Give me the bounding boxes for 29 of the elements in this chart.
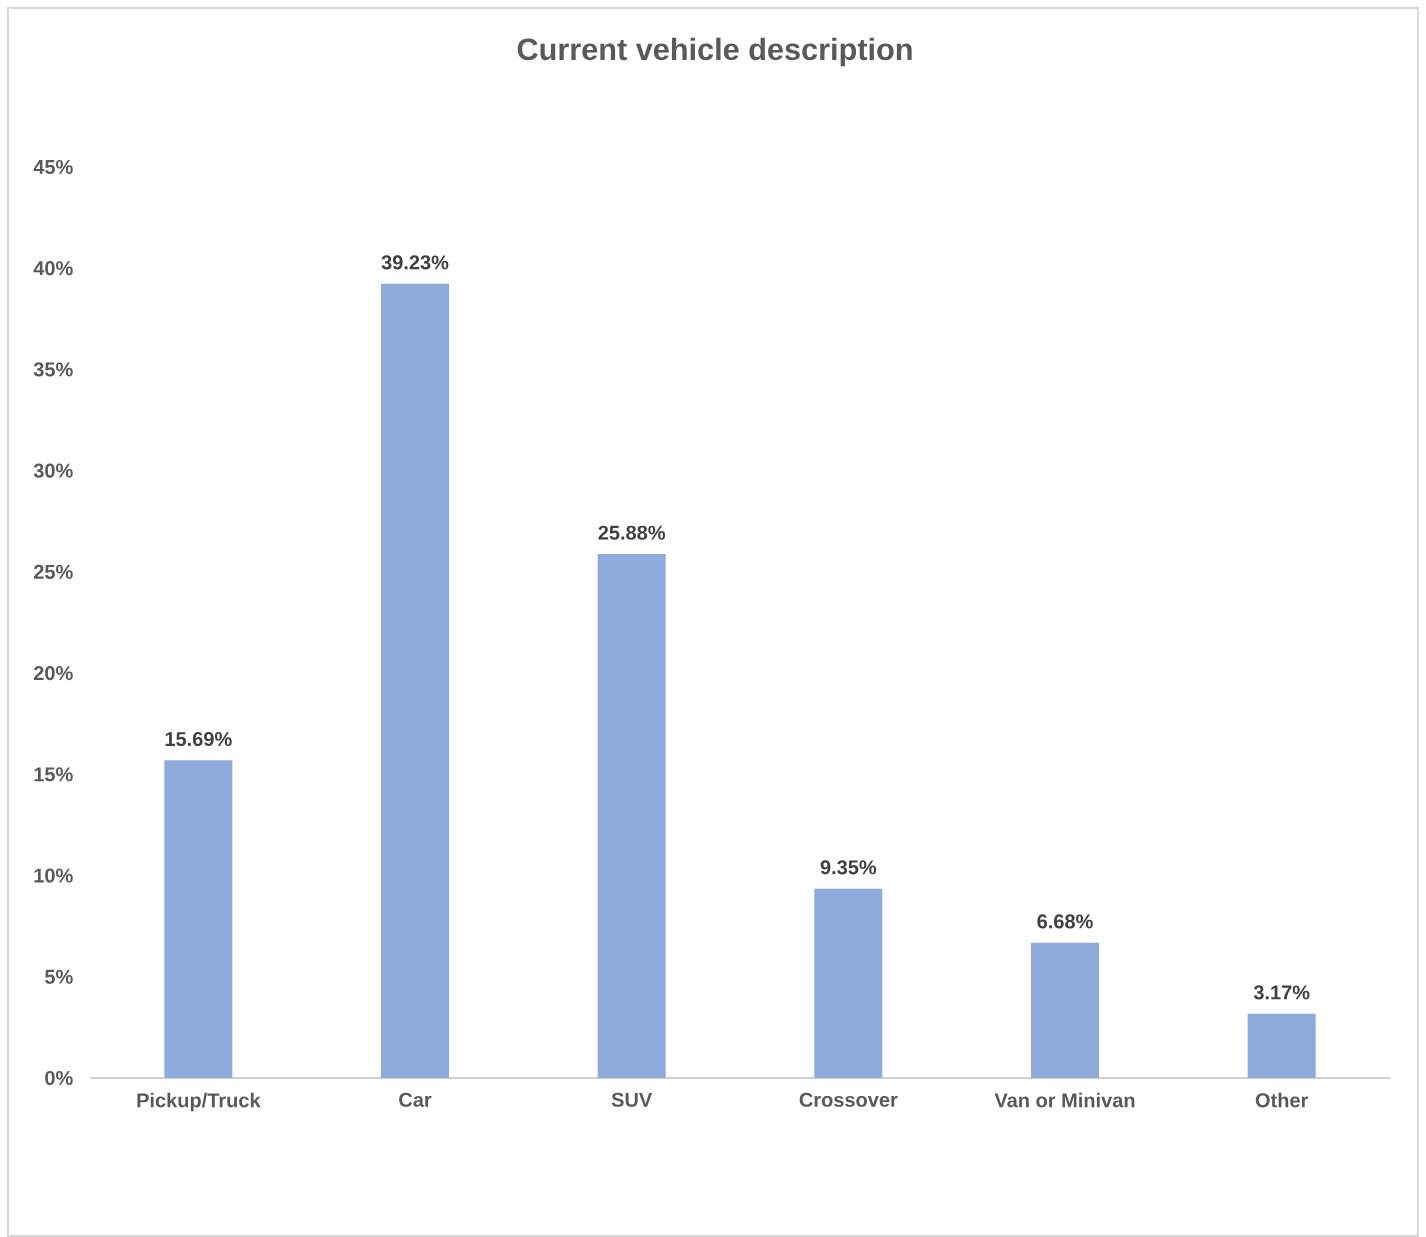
bar bbox=[381, 283, 450, 1078]
x-tick-label: Crossover bbox=[799, 1092, 898, 1107]
y-tick-label: 35% bbox=[33, 362, 73, 377]
bar bbox=[814, 888, 883, 1078]
data-label: 15.69% bbox=[165, 731, 232, 747]
bar bbox=[1031, 942, 1100, 1078]
bar bbox=[1247, 1013, 1316, 1078]
x-tick-label: SUV bbox=[611, 1092, 653, 1107]
data-label: 3.17% bbox=[1253, 985, 1310, 1000]
y-tick-label: 20% bbox=[33, 666, 73, 681]
y-tick-label: 15% bbox=[34, 767, 73, 782]
chart-title: Current vehicle description bbox=[517, 37, 912, 67]
x-tick-label: Other bbox=[1255, 1092, 1309, 1108]
y-tick-label: 25% bbox=[33, 564, 73, 579]
x-tick-label: Car bbox=[399, 1092, 432, 1107]
y-tick-label: 45% bbox=[33, 159, 73, 175]
y-tick-label: 0% bbox=[45, 1070, 73, 1086]
y-tick-label: 10% bbox=[34, 868, 73, 883]
bar bbox=[164, 760, 233, 1078]
y-tick-label: 40% bbox=[33, 261, 73, 276]
y-tick-label: 5% bbox=[45, 969, 73, 984]
x-tick-label: Van or Minivan bbox=[994, 1092, 1135, 1108]
data-label: 25.88% bbox=[598, 525, 666, 540]
y-tick-label: 30% bbox=[33, 463, 73, 478]
data-label: 39.23% bbox=[381, 255, 449, 270]
bar bbox=[597, 554, 666, 1078]
x-tick-label: Pickup/Truck bbox=[137, 1092, 261, 1112]
data-label: 6.68% bbox=[1037, 914, 1093, 929]
data-label: 9.35% bbox=[820, 860, 877, 875]
